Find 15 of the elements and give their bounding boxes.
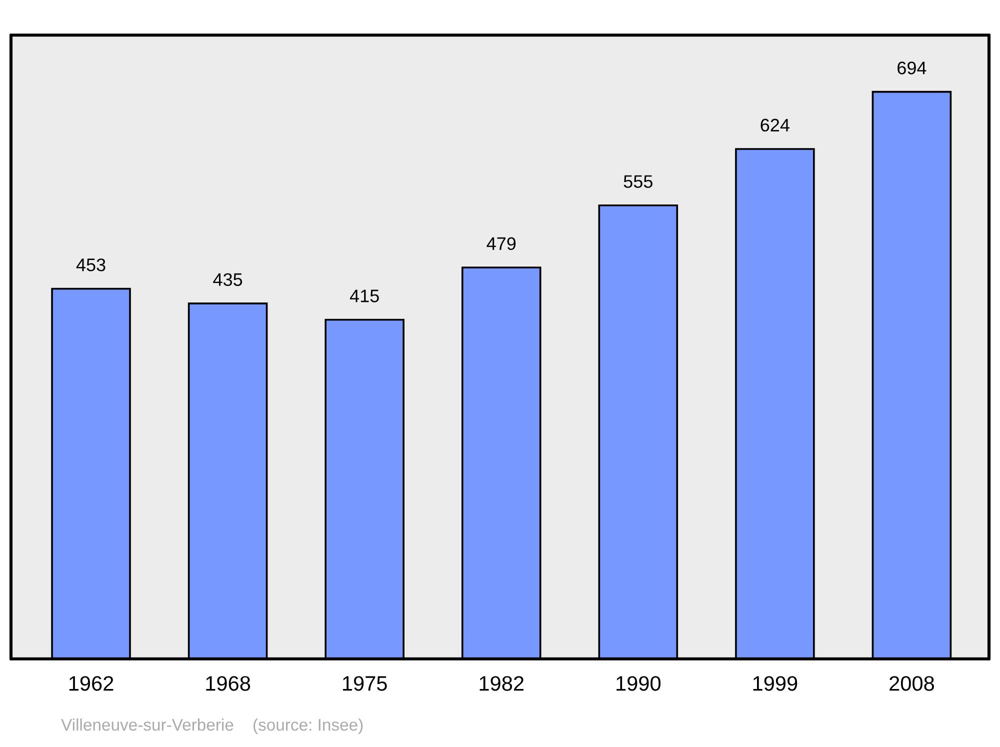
data-label: 555 xyxy=(624,175,652,188)
x-tick-label: 1982 xyxy=(480,676,524,691)
data-label: 435 xyxy=(213,273,242,286)
text: Villeneuve-sur-Verberie (source: Insee) xyxy=(61,718,363,734)
data-label: 479 xyxy=(486,237,516,250)
x-tick-label: 2008 xyxy=(890,676,934,691)
data-label: 453 xyxy=(76,258,106,272)
data-label: 415 xyxy=(350,290,379,302)
x-tick-label: 1968 xyxy=(206,676,250,691)
x-tick-label: 1962 xyxy=(69,676,114,691)
x-tick-label: 1975 xyxy=(343,676,387,691)
x-tick-label: 1999 xyxy=(753,676,798,691)
data-label: 624 xyxy=(760,118,790,132)
data-label: 694 xyxy=(898,62,926,74)
x-tick-label: 1990 xyxy=(616,676,661,691)
